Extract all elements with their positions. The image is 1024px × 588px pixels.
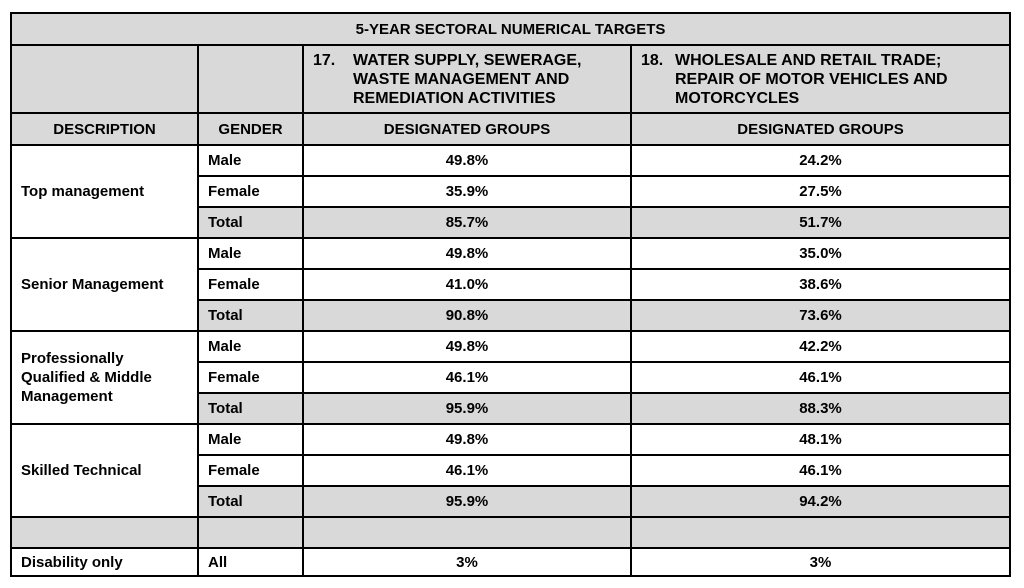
- value-cell-17: 41.0%: [302, 268, 632, 301]
- disability-value-18: 3%: [630, 547, 1011, 577]
- gender-cell: Male: [197, 423, 304, 456]
- sector-17-number: 17.: [313, 51, 336, 69]
- value-cell-18: 42.2%: [630, 330, 1011, 363]
- blank-header-cell: [197, 44, 304, 114]
- total-cell-17: 85.7%: [302, 206, 632, 239]
- spacer-cell: [302, 516, 632, 549]
- row-description: Professionally Qualified & Middle Manage…: [10, 330, 199, 425]
- sector-18-number: 18.: [641, 51, 664, 69]
- sectoral-targets-table: 5-YEAR SECTORAL NUMERICAL TARGETS 17. WAT…: [10, 12, 1011, 577]
- value-cell-17: 49.8%: [302, 330, 632, 363]
- gender-header: GENDER: [197, 112, 304, 146]
- designated-groups-header: DESIGNATED GROUPS: [630, 112, 1011, 146]
- total-cell-17: 90.8%: [302, 299, 632, 332]
- spacer-cell: [630, 516, 1011, 549]
- gender-cell: Total: [197, 299, 304, 332]
- total-cell-17: 95.9%: [302, 485, 632, 518]
- blank-header-cell: [10, 44, 199, 114]
- disability-value-17: 3%: [302, 547, 632, 577]
- value-cell-17: 49.8%: [302, 423, 632, 456]
- gender-cell: Male: [197, 144, 304, 177]
- total-cell-17: 95.9%: [302, 392, 632, 425]
- total-cell-18: 73.6%: [630, 299, 1011, 332]
- designated-groups-header: DESIGNATED GROUPS: [302, 112, 632, 146]
- gender-cell: Male: [197, 330, 304, 363]
- gender-cell: Total: [197, 206, 304, 239]
- spacer-cell: [197, 516, 304, 549]
- value-cell-18: 46.1%: [630, 454, 1011, 487]
- total-cell-18: 94.2%: [630, 485, 1011, 518]
- value-cell-18: 35.0%: [630, 237, 1011, 270]
- gender-cell: Female: [197, 268, 304, 301]
- gender-cell: Male: [197, 237, 304, 270]
- gender-cell: Female: [197, 454, 304, 487]
- row-description: Senior Management: [10, 237, 199, 332]
- value-cell-18: 48.1%: [630, 423, 1011, 456]
- value-cell-18: 38.6%: [630, 268, 1011, 301]
- total-cell-18: 88.3%: [630, 392, 1011, 425]
- spacer-cell: [10, 516, 199, 549]
- table-title: 5-YEAR SECTORAL NUMERICAL TARGETS: [10, 12, 1011, 46]
- gender-cell: Female: [197, 175, 304, 208]
- value-cell-17: 46.1%: [302, 454, 632, 487]
- total-cell-18: 51.7%: [630, 206, 1011, 239]
- gender-cell: Female: [197, 361, 304, 394]
- sector-17-header: 17. WATER SUPPLY, SEWERAGE, WASTE MANAGEM…: [302, 44, 632, 114]
- value-cell-17: 46.1%: [302, 361, 632, 394]
- value-cell-18: 27.5%: [630, 175, 1011, 208]
- value-cell-18: 46.1%: [630, 361, 1011, 394]
- gender-cell: Total: [197, 485, 304, 518]
- sector-17-name: WATER SUPPLY, SEWERAGE, WASTE MANAGEMENT…: [353, 51, 582, 107]
- value-cell-17: 35.9%: [302, 175, 632, 208]
- disability-gender: All: [197, 547, 304, 577]
- sector-18-header: 18. WHOLESALE AND RETAIL TRADE; REPAIR OF…: [630, 44, 1011, 114]
- row-description: Skilled Technical: [10, 423, 199, 518]
- row-description-text: Professionally Qualified & Middle Manage…: [21, 350, 152, 405]
- description-header: DESCRIPTION: [10, 112, 199, 146]
- value-cell-17: 49.8%: [302, 144, 632, 177]
- value-cell-17: 49.8%: [302, 237, 632, 270]
- value-cell-18: 24.2%: [630, 144, 1011, 177]
- disability-description: Disability only: [10, 547, 199, 577]
- sector-18-name: WHOLESALE AND RETAIL TRADE; REPAIR OF MO…: [675, 51, 948, 107]
- row-description: Top management: [10, 144, 199, 239]
- gender-cell: Total: [197, 392, 304, 425]
